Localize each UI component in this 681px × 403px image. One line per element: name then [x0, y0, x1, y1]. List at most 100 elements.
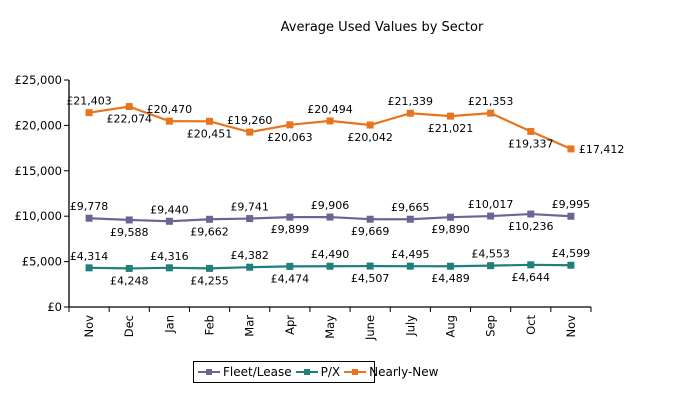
series-fleet-lease: £9,778£9,588£9,440£9,662£9,741£9,899£9,9… [70, 198, 590, 239]
legend-swatch-icon [344, 367, 367, 377]
data-label: £20,494 [307, 103, 353, 116]
data-point [487, 109, 495, 117]
data-point [125, 264, 133, 272]
series-nearly-new: £21,403 £22,074£20,470 £20,451£19,260 £20,0… [66, 95, 624, 156]
chart-title: Average Used Values by Sector [281, 20, 484, 35]
data-label: £21,021 [428, 122, 474, 135]
data-label: £19,260 [227, 114, 273, 127]
data-label: £4,255 [190, 274, 229, 287]
data-point [85, 214, 93, 222]
data-point [527, 210, 535, 218]
data-point [165, 117, 173, 125]
data-point [206, 264, 214, 272]
data-label: £19,337 [508, 137, 554, 150]
data-label: £20,451 [187, 127, 233, 140]
x-tick-label: Feb [203, 315, 217, 335]
data-point [125, 216, 133, 224]
data-label: £4,599 [552, 247, 591, 260]
data-label: £20,042 [347, 131, 393, 144]
legend-item: Fleet/Lease [198, 365, 292, 379]
data-point [487, 262, 495, 270]
data-label: £9,741 [230, 201, 269, 214]
data-point [165, 264, 173, 272]
data-point [246, 128, 254, 136]
data-label: £9,899 [271, 223, 310, 236]
data-label: £9,665 [391, 201, 430, 214]
x-tick-label: May [323, 315, 337, 339]
data-point [406, 262, 414, 270]
data-point [527, 261, 535, 269]
y-tick-label: £10,000 [14, 209, 62, 223]
legend-label: Fleet/Lease [223, 365, 292, 379]
data-point [85, 109, 93, 117]
data-point [406, 109, 414, 117]
data-point [206, 117, 214, 125]
data-point [366, 121, 374, 129]
x-tick-label: Mar [243, 315, 257, 337]
data-label: £4,474 [271, 272, 310, 285]
y-tick-label: £5,000 [22, 255, 62, 269]
data-point [246, 263, 254, 271]
x-tick-label: June [363, 315, 377, 341]
data-label: £20,470 [147, 103, 193, 116]
data-label: £4,490 [311, 248, 350, 261]
data-point [286, 213, 294, 221]
data-label: £4,248 [110, 274, 149, 287]
data-label: £9,669 [351, 225, 390, 238]
y-tick-label: £20,000 [14, 118, 62, 132]
data-point [527, 127, 535, 135]
data-label: £9,906 [311, 199, 350, 212]
data-point [206, 215, 214, 223]
data-point [326, 213, 334, 221]
data-point [446, 213, 454, 221]
legend-label: Nearly-New [369, 365, 439, 379]
data-label: £9,995 [552, 198, 591, 211]
x-tick-label: Aug [443, 315, 457, 337]
data-label: £17,412 [579, 143, 625, 156]
data-label: £4,553 [471, 248, 510, 261]
x-tick-label: Jan [162, 315, 176, 334]
data-label: £10,017 [468, 198, 514, 211]
data-point [286, 262, 294, 270]
data-label: £10,236 [508, 220, 554, 233]
legend: Fleet/Lease P/X Nearly-New [193, 361, 438, 383]
data-label: £9,662 [190, 225, 229, 238]
axes: £0 £5,000 £10,000 £15,000 £20,000 £25,000 Nov D… [14, 73, 592, 341]
data-label: £20,063 [267, 131, 313, 144]
data-point [567, 212, 575, 220]
data-label: £4,316 [150, 250, 189, 263]
data-point [326, 262, 334, 270]
data-point [487, 212, 495, 220]
x-tick-label: Nov [82, 315, 96, 338]
x-tick-label: Oct [524, 315, 538, 335]
data-label: £21,403 [66, 95, 112, 108]
data-label: £9,890 [431, 223, 470, 236]
data-label: £4,644 [512, 271, 551, 284]
series-layer: £9,778£9,588£9,440£9,662£9,741£9,899£9,9… [66, 95, 624, 288]
data-label: £9,778 [70, 200, 109, 213]
data-label: £4,382 [230, 249, 269, 262]
legend-item: P/X [295, 365, 341, 379]
data-point [85, 264, 93, 272]
y-tick-label: £15,000 [14, 164, 62, 178]
legend-swatch-icon [198, 367, 220, 377]
y-tick-label: £0 [47, 300, 62, 314]
data-point [165, 217, 173, 225]
data-point [446, 112, 454, 120]
data-point [406, 215, 414, 223]
data-point [567, 145, 575, 153]
data-point [366, 215, 374, 223]
x-tick-label: Nov [564, 315, 578, 338]
data-point [567, 261, 575, 269]
x-tick-label: July [403, 315, 417, 337]
data-label: £4,314 [70, 250, 109, 263]
legend-label: P/X [320, 365, 341, 379]
x-tick-label: Apr [283, 315, 297, 335]
data-label: £21,353 [468, 95, 514, 108]
x-tick-label: Dec [122, 315, 136, 337]
data-point [286, 121, 294, 129]
data-label: £22,074 [106, 113, 152, 126]
data-label: £4,489 [431, 272, 470, 285]
data-label: £9,440 [150, 203, 189, 216]
